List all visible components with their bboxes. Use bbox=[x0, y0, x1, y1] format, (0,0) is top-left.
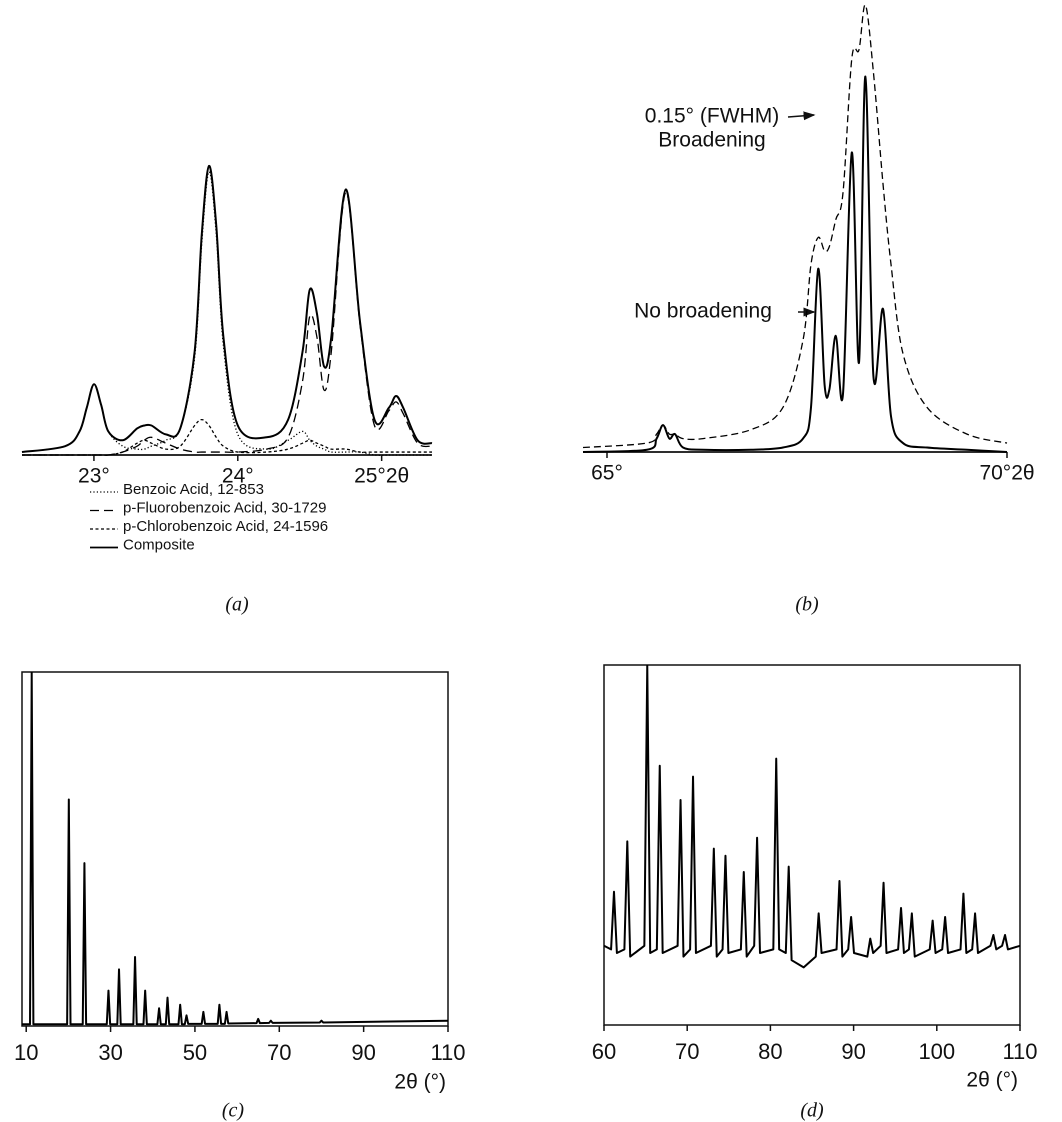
legend-label: p-Fluorobenzoic Acid, 30-1729 bbox=[123, 499, 326, 516]
x-tick-label: 30 bbox=[98, 1040, 122, 1065]
annotation: No broadening bbox=[634, 300, 772, 323]
x-tick-label: 65° bbox=[591, 462, 623, 485]
x-tick-label: 50 bbox=[183, 1040, 207, 1065]
annotation: 0.15° (FWHM) bbox=[645, 105, 779, 128]
x-axis-label: 2θ (°) bbox=[966, 1069, 1018, 1092]
plot-frame bbox=[603, 664, 1021, 1026]
data-line bbox=[22, 672, 448, 1026]
x-tick-label: 10 bbox=[14, 1040, 38, 1065]
annotation: Broadening bbox=[658, 129, 765, 152]
x-tick-label: 80 bbox=[758, 1039, 782, 1064]
x-tick-label: 24° bbox=[222, 465, 254, 488]
panel-caption: (b) bbox=[795, 594, 819, 616]
x-tick-label: 70 bbox=[267, 1040, 291, 1065]
panel-caption: (c) bbox=[222, 1100, 245, 1122]
data-line bbox=[21, 171, 432, 456]
x-tick-label: 70°2θ bbox=[979, 462, 1034, 485]
data-line bbox=[582, 4, 1008, 449]
panel-caption: (a) bbox=[225, 594, 249, 616]
x-tick-label: 25°2θ bbox=[354, 465, 409, 488]
data-line bbox=[604, 665, 1020, 969]
x-tick-label: 70 bbox=[675, 1039, 699, 1064]
plot-area bbox=[22, 672, 448, 1026]
x-tick-label: 100 bbox=[918, 1039, 955, 1064]
legend-label: Benzoic Acid, 12-853 bbox=[123, 481, 264, 498]
data-line bbox=[21, 164, 433, 454]
legend-label: Composite bbox=[123, 536, 195, 553]
data-line bbox=[21, 191, 433, 456]
plot-area bbox=[604, 665, 1020, 969]
x-tick-label: 110 bbox=[1002, 1039, 1037, 1064]
data-line bbox=[582, 75, 1008, 453]
x-tick-label: 90 bbox=[351, 1040, 375, 1065]
x-tick-label: 60 bbox=[592, 1039, 616, 1064]
data-line bbox=[21, 418, 432, 456]
x-tick-label: 90 bbox=[841, 1039, 865, 1064]
x-tick-label: 110 bbox=[430, 1040, 465, 1065]
annotation-arrow bbox=[787, 111, 816, 121]
x-axis-label: 2θ (°) bbox=[394, 1071, 446, 1094]
legend-label: p-Chlorobenzoic Acid, 24-1596 bbox=[123, 518, 328, 535]
plot-frame bbox=[21, 671, 449, 1027]
x-tick-label: 23° bbox=[78, 465, 110, 488]
panel-caption: (d) bbox=[800, 1100, 824, 1122]
